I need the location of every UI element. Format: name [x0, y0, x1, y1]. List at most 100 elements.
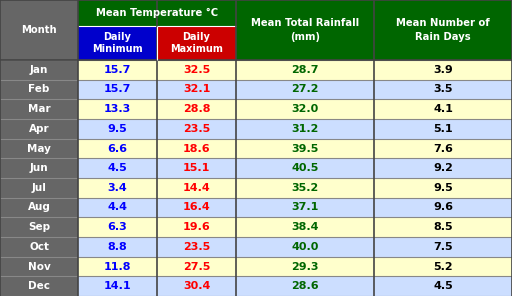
Text: 40.0: 40.0	[291, 242, 318, 252]
Bar	[157, 26, 236, 60]
Bar	[78, 139, 157, 158]
Bar	[157, 198, 236, 217]
Text: 30.4: 30.4	[183, 281, 210, 291]
Bar	[236, 80, 374, 99]
Bar	[78, 60, 157, 80]
Text: 9.2: 9.2	[433, 163, 453, 173]
Text: May: May	[27, 144, 51, 154]
Bar	[374, 80, 512, 99]
Text: 39.5: 39.5	[291, 144, 318, 154]
Bar	[0, 0, 78, 60]
Text: Daily
Minimum: Daily Minimum	[92, 32, 143, 54]
Bar	[78, 237, 157, 257]
Bar	[157, 158, 236, 178]
Bar	[157, 139, 236, 158]
Bar	[78, 198, 157, 217]
Bar	[78, 276, 157, 296]
Bar	[157, 237, 236, 257]
Text: Dec: Dec	[28, 281, 50, 291]
Text: Month: Month	[21, 25, 57, 35]
Text: 40.5: 40.5	[291, 163, 318, 173]
Text: 6.3: 6.3	[108, 222, 127, 232]
Bar	[157, 257, 236, 276]
Text: 5.1: 5.1	[433, 124, 453, 134]
Text: 32.1: 32.1	[183, 84, 210, 94]
Text: 3.5: 3.5	[433, 84, 453, 94]
Bar	[0, 139, 78, 158]
Bar	[0, 257, 78, 276]
Bar	[236, 119, 374, 139]
Bar	[236, 99, 374, 119]
Text: Apr: Apr	[29, 124, 49, 134]
Bar	[374, 60, 512, 80]
Text: Mean Temperature °C: Mean Temperature °C	[96, 8, 218, 18]
Bar	[78, 257, 157, 276]
Text: 27.5: 27.5	[183, 261, 210, 271]
Bar	[157, 99, 236, 119]
Text: 4.4: 4.4	[108, 202, 127, 213]
Text: 38.4: 38.4	[291, 222, 319, 232]
Text: Jun: Jun	[30, 163, 48, 173]
Text: 29.3: 29.3	[291, 261, 319, 271]
Bar	[0, 276, 78, 296]
Text: 15.1: 15.1	[183, 163, 210, 173]
Text: 11.8: 11.8	[104, 261, 131, 271]
Text: Mean Number of
Rain Days: Mean Number of Rain Days	[396, 18, 490, 42]
Text: 4.5: 4.5	[433, 281, 453, 291]
Text: 28.6: 28.6	[291, 281, 319, 291]
Text: 7.6: 7.6	[433, 144, 453, 154]
Bar	[236, 217, 374, 237]
Bar	[236, 237, 374, 257]
Bar	[0, 60, 78, 80]
Text: Aug: Aug	[28, 202, 51, 213]
Bar	[0, 178, 78, 198]
Text: 8.8: 8.8	[108, 242, 127, 252]
Text: 27.2: 27.2	[291, 84, 319, 94]
Bar	[374, 0, 512, 60]
Text: 32.5: 32.5	[183, 65, 210, 75]
Bar	[0, 237, 78, 257]
Text: Jan: Jan	[30, 65, 48, 75]
Bar	[374, 99, 512, 119]
Text: 31.2: 31.2	[291, 124, 318, 134]
Text: 6.6: 6.6	[108, 144, 127, 154]
Text: 15.7: 15.7	[104, 84, 131, 94]
Text: 7.5: 7.5	[433, 242, 453, 252]
Bar	[157, 119, 236, 139]
Bar	[236, 60, 374, 80]
Bar	[157, 217, 236, 237]
Bar	[236, 276, 374, 296]
Text: Jul: Jul	[32, 183, 47, 193]
Text: 3.9: 3.9	[433, 65, 453, 75]
Bar	[374, 158, 512, 178]
Bar	[236, 0, 374, 60]
Bar	[374, 276, 512, 296]
Bar	[0, 119, 78, 139]
Bar	[0, 217, 78, 237]
Text: 13.3: 13.3	[104, 104, 131, 114]
Bar	[236, 139, 374, 158]
Bar	[0, 198, 78, 217]
Text: Mean Total Rainfall
(mm): Mean Total Rainfall (mm)	[251, 18, 359, 42]
Text: 18.6: 18.6	[183, 144, 210, 154]
Text: 15.7: 15.7	[104, 65, 131, 75]
Text: 35.2: 35.2	[291, 183, 318, 193]
Bar	[236, 158, 374, 178]
Bar	[78, 119, 157, 139]
Bar	[157, 80, 236, 99]
Bar	[78, 178, 157, 198]
Bar	[78, 99, 157, 119]
Bar	[374, 198, 512, 217]
Text: Daily
Maximum: Daily Maximum	[170, 32, 223, 54]
Text: 3.4: 3.4	[108, 183, 127, 193]
Bar	[157, 60, 236, 80]
Bar	[374, 178, 512, 198]
Bar	[78, 0, 236, 26]
Text: Nov: Nov	[28, 261, 50, 271]
Bar	[78, 217, 157, 237]
Text: 28.7: 28.7	[291, 65, 319, 75]
Text: 37.1: 37.1	[291, 202, 318, 213]
Bar	[78, 26, 157, 60]
Bar	[0, 158, 78, 178]
Text: 14.4: 14.4	[183, 183, 210, 193]
